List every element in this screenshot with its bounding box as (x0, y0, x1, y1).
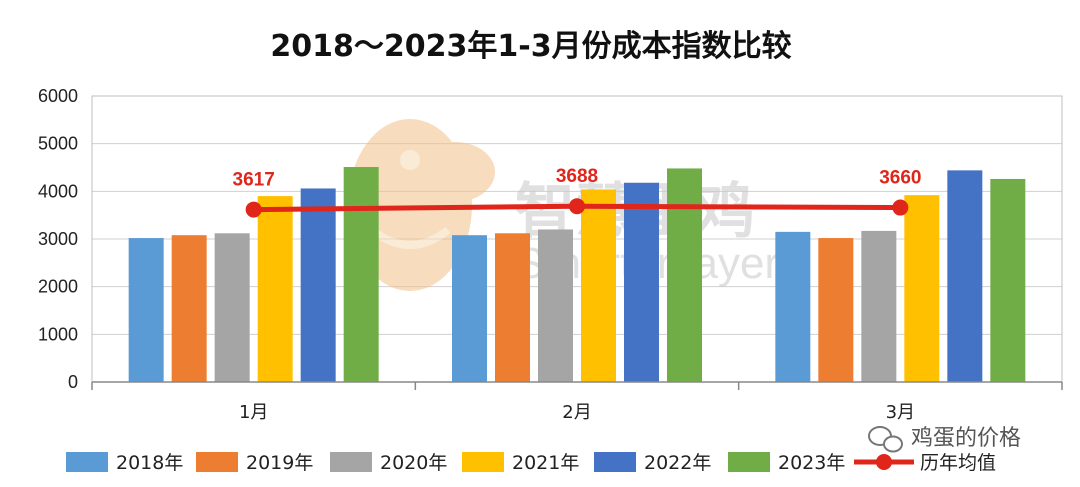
legend-swatch (462, 452, 504, 472)
legend-swatch (196, 452, 238, 472)
y-tick-label: 5000 (38, 134, 78, 154)
average-point (245, 201, 262, 218)
legend: 2018年 2019年 2020年 2021年 2022年 2023年 历年均值 (66, 452, 996, 474)
bar (990, 178, 1026, 382)
legend-label: 2019年 (246, 452, 313, 474)
legend-swatch (728, 452, 770, 472)
bar (538, 229, 573, 382)
bar (452, 235, 487, 382)
x-category-label: 1月 (239, 402, 268, 423)
bar (128, 238, 164, 382)
average-point (892, 199, 909, 216)
bar (495, 233, 530, 382)
y-tick-label: 1000 (38, 324, 78, 344)
bar (947, 170, 983, 382)
bar (214, 233, 250, 382)
legend-label: 2022年 (644, 452, 711, 474)
legend-swatch (66, 452, 108, 472)
bar (904, 195, 940, 382)
legend-label: 2023年 (778, 452, 845, 474)
bar (300, 188, 336, 382)
y-tick-label: 6000 (38, 86, 78, 106)
x-category-label: 3月 (886, 402, 915, 423)
average-data-label: 3688 (556, 166, 598, 187)
y-tick-label: 4000 (38, 181, 78, 201)
bar (257, 196, 293, 382)
bar (343, 167, 379, 382)
y-tick-label: 0 (68, 372, 78, 392)
watermark-logo (348, 119, 495, 291)
bar (171, 235, 207, 382)
y-tick-label: 3000 (38, 229, 78, 249)
legend-swatch (594, 452, 636, 472)
x-axis-ticks (91, 382, 1063, 390)
bar (581, 189, 616, 382)
chart-title: 2018～2023年1-3月份成本指数比较 (270, 29, 791, 64)
x-category-label: 2月 (562, 402, 591, 423)
legend-label: 历年均值 (920, 452, 996, 474)
wechat-tag: 鸡蛋的价格 (868, 426, 1021, 453)
bar (861, 230, 897, 382)
legend-label: 2018年 (116, 452, 183, 474)
y-tick-label: 2000 (38, 277, 78, 297)
average-line: 3617 3688 3660 (233, 166, 921, 218)
bar (667, 168, 702, 382)
legend-label: 2021年 (512, 452, 579, 474)
legend-swatch (330, 452, 372, 472)
average-data-label: 3617 (233, 170, 275, 191)
average-point (569, 198, 585, 215)
bar (818, 238, 854, 382)
gridlines (91, 95, 1063, 383)
average-data-label: 3660 (879, 168, 921, 189)
x-axis-categories: 1月 2月 3月 (239, 402, 915, 423)
legend-marker (876, 454, 892, 470)
legend-label: 2020年 (380, 452, 447, 474)
y-axis-ticks: 0 1000 2000 3000 4000 5000 6000 (38, 86, 78, 392)
bar (775, 231, 811, 382)
wechat-account: 鸡蛋的价格 (911, 426, 1021, 451)
bar (624, 182, 659, 382)
bars (128, 167, 1026, 382)
wechat-icon (868, 426, 903, 453)
